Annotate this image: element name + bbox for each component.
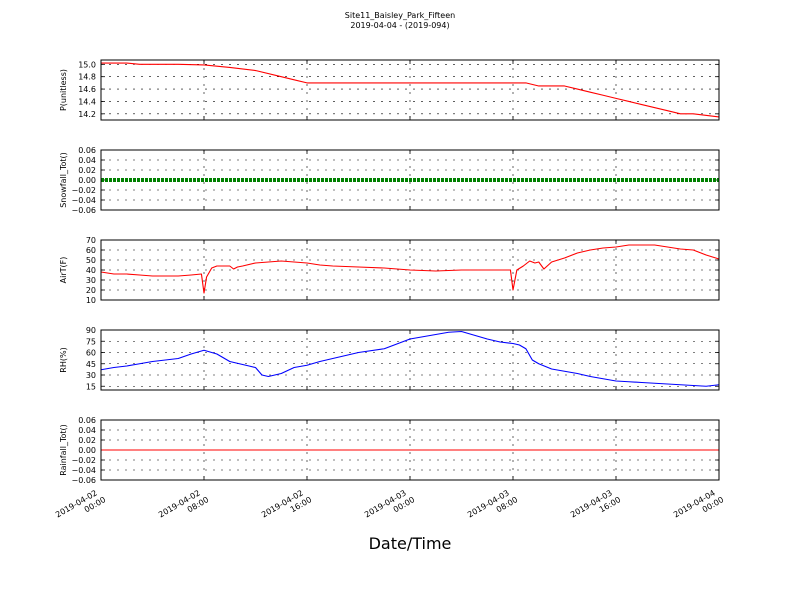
panel-3-ytick-label: 60 (86, 246, 96, 255)
panel-5-ytick-label: 0.04 (78, 426, 96, 435)
panel-4-ylabel: RH(%) (59, 347, 68, 372)
panel-2-ytick-label: −0.02 (71, 186, 96, 195)
panel-5-ytick-label: −0.06 (71, 476, 96, 485)
panel-5-ytick-label: −0.02 (71, 456, 96, 465)
panel-5-ytick-label: 0.06 (78, 416, 96, 425)
panel-4-ytick-label: 45 (86, 360, 96, 369)
panel-2-ytick-label: 0.02 (78, 166, 96, 175)
panel-2-ytick-label: −0.04 (71, 196, 96, 205)
panel-1-ylabel: P(unitless) (59, 69, 68, 111)
panel-2-ytick-label: −0.06 (71, 206, 96, 215)
panel-3-ytick-label: 70 (86, 236, 96, 245)
panel-2-ytick-label: 0.06 (78, 146, 96, 155)
panel-5-ytick-label: −0.04 (71, 466, 96, 475)
panel-4-ytick-label: 75 (86, 337, 96, 346)
panel-5-ytick-label: 0.00 (78, 446, 96, 455)
panel-2-ytick-label: 0.04 (78, 156, 96, 165)
panel-3-ylabel: AirT(F) (59, 257, 68, 284)
panel-1-ytick-label: 15.0 (78, 60, 96, 69)
panel-4-ytick-label: 60 (86, 349, 96, 358)
panel-1-series-line (101, 62, 720, 118)
panel-1-ytick-label: 14.4 (78, 97, 96, 106)
panel-2-ytick-label: 0.00 (78, 176, 96, 185)
panel-4-ytick-label: 15 (86, 382, 96, 391)
panel-1-frame (100, 59, 720, 121)
figure-subtitle: 2019-04-04 - (2019-094) (350, 21, 450, 30)
panel-3-frame (100, 239, 720, 301)
figure-title: Site11_Baisley_Park_Fifteen (344, 11, 456, 20)
panel-3-ytick-label: 50 (86, 256, 96, 265)
panel-3-ytick-label: 40 (86, 266, 96, 275)
panel-2-frame (100, 149, 720, 211)
panel-4-ytick-label: 90 (86, 326, 96, 335)
panel-3-series-line (100, 244, 720, 294)
panel-1-ytick-label: 14.8 (78, 73, 96, 82)
panel-4-frame (100, 329, 720, 391)
panel-5-frame (100, 419, 720, 481)
panel-5-ytick-label: 0.02 (78, 436, 96, 445)
panel-3-ytick-label: 30 (86, 276, 96, 285)
panel-1-ytick-label: 14.2 (78, 110, 96, 119)
panel-2-ylabel: Snowfall_Tot() (59, 152, 68, 208)
panel-4-series-line (100, 330, 720, 387)
x-axis-title: Date/Time (368, 534, 452, 553)
panel-3-ytick-label: 20 (86, 286, 96, 295)
panel-1-ytick-label: 14.6 (78, 85, 96, 94)
panel-5-ylabel: Rainfall_Tot() (59, 424, 68, 476)
panel-3-ytick-label: 10 (86, 296, 96, 305)
panel-4-ytick-label: 30 (86, 371, 96, 380)
